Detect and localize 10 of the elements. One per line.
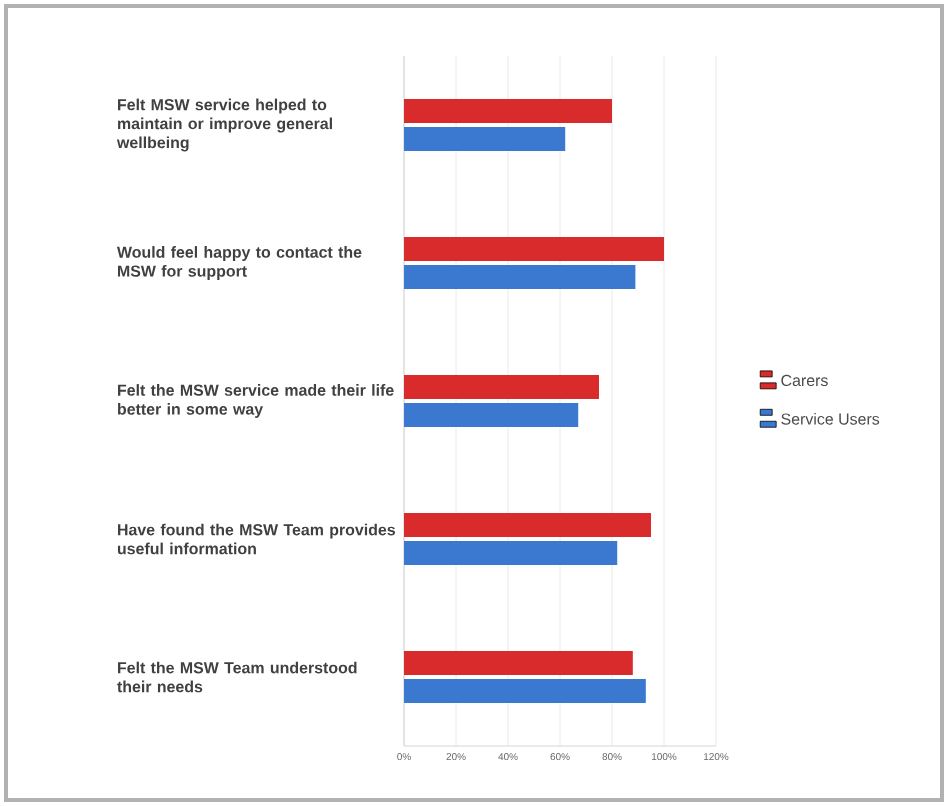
bar: [404, 403, 579, 428]
bar: [404, 679, 646, 704]
bar: [404, 127, 566, 152]
bar: [404, 513, 652, 538]
bar: [404, 541, 618, 566]
bar: [404, 651, 633, 676]
bar: [404, 265, 636, 290]
bar: [404, 375, 600, 400]
bar: [404, 99, 613, 124]
bar: [404, 237, 665, 262]
